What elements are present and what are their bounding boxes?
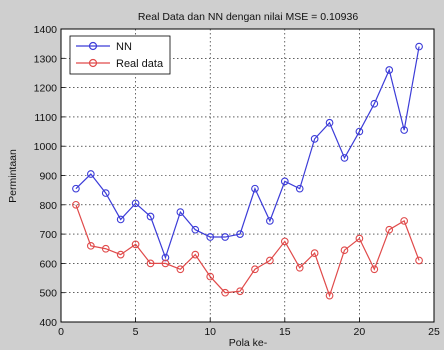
chart-title: Real Data dan NN dengan nilai MSE = 0.10… — [138, 11, 359, 23]
y-tick-label: 1200 — [34, 83, 58, 95]
y-tick-label: 1000 — [34, 141, 58, 153]
x-tick-label: 25 — [428, 326, 440, 338]
data-point-real-data — [295, 263, 304, 272]
x-tick-label: 0 — [58, 326, 64, 338]
y-tick-label: 1100 — [34, 112, 57, 124]
x-tick-label: 5 — [133, 326, 139, 338]
y-tick-label: 700 — [39, 229, 57, 241]
data-point-nn — [251, 184, 259, 193]
data-point-nn — [400, 126, 409, 134]
data-point-nn — [191, 225, 200, 234]
y-tick-label: 400 — [39, 317, 57, 329]
data-point-real-data — [400, 217, 409, 225]
legend-real-marker — [88, 58, 98, 68]
x-tick-label: 20 — [354, 326, 366, 338]
data-point-nn — [310, 135, 319, 143]
x-tick-label: 15 — [279, 326, 291, 338]
y-tick-label: 800 — [39, 200, 57, 212]
data-point-real-data — [146, 259, 155, 268]
data-point-nn — [355, 127, 364, 136]
data-point-nn — [176, 208, 185, 216]
data-point-nn — [86, 170, 95, 178]
legend-real-label: Real data — [116, 58, 164, 70]
data-point-real-data — [325, 291, 334, 300]
tick-labels: 0 5 10 15 20 25 400 500 600 700 800 900 1000 1100 1200… — [34, 24, 440, 338]
data-point-nn — [131, 199, 140, 208]
data-point-nn — [340, 154, 349, 162]
data-point-nn — [370, 99, 379, 108]
data-point-real-data — [355, 234, 364, 243]
data-point-real-data — [221, 288, 229, 297]
data-point-real-data — [415, 256, 423, 265]
data-point-nn — [280, 177, 289, 186]
x-axis-label: Pola ke- — [229, 337, 268, 349]
data-point-real-data — [385, 225, 394, 234]
data-point-real-data — [266, 256, 274, 265]
data-point-real-data — [72, 200, 80, 209]
y-tick-label: 600 — [39, 258, 57, 270]
data-point-nn — [415, 42, 423, 51]
data-point-real-data — [370, 265, 379, 274]
data-point-real-data — [131, 240, 140, 249]
data-point-nn — [236, 230, 244, 238]
y-axis-label: Permintaan — [7, 149, 19, 203]
x-tick-label: 10 — [204, 326, 216, 338]
data-point-nn — [116, 215, 125, 224]
data-point-nn — [146, 212, 155, 221]
series-layer — [72, 42, 423, 300]
data-point-real-data — [206, 272, 215, 281]
data-point-nn — [206, 233, 215, 241]
data-point-real-data — [251, 265, 259, 274]
legend-box — [69, 35, 171, 75]
data-point-real-data — [101, 244, 110, 253]
data-point-real-data — [191, 250, 200, 259]
data-point-nn — [101, 189, 110, 197]
data-point-real-data — [116, 250, 125, 259]
data-point-nn — [266, 217, 274, 225]
data-point-real-data — [86, 241, 95, 250]
y-tick-label: 500 — [39, 288, 57, 300]
legend: NN Real data — [69, 35, 171, 75]
data-point-real-data — [161, 259, 170, 268]
data-point-nn — [72, 184, 80, 193]
legend-nn-label: NN — [116, 41, 132, 53]
y-tick-label: 1400 — [34, 24, 58, 36]
data-point-real-data — [280, 237, 289, 246]
grid — [60, 28, 435, 323]
data-point-nn — [295, 184, 304, 193]
y-tick-label: 900 — [39, 171, 57, 183]
data-point-nn — [325, 118, 334, 127]
legend-nn-marker — [88, 41, 98, 51]
data-point-real-data — [236, 287, 244, 296]
data-point-real-data — [310, 249, 319, 257]
data-point-nn — [221, 233, 229, 241]
plot-area — [60, 28, 435, 323]
data-point-real-data — [176, 265, 185, 274]
data-point-real-data — [340, 246, 349, 255]
y-tick-label: 1300 — [34, 53, 58, 65]
data-point-nn — [385, 66, 394, 74]
data-point-nn — [161, 253, 170, 262]
